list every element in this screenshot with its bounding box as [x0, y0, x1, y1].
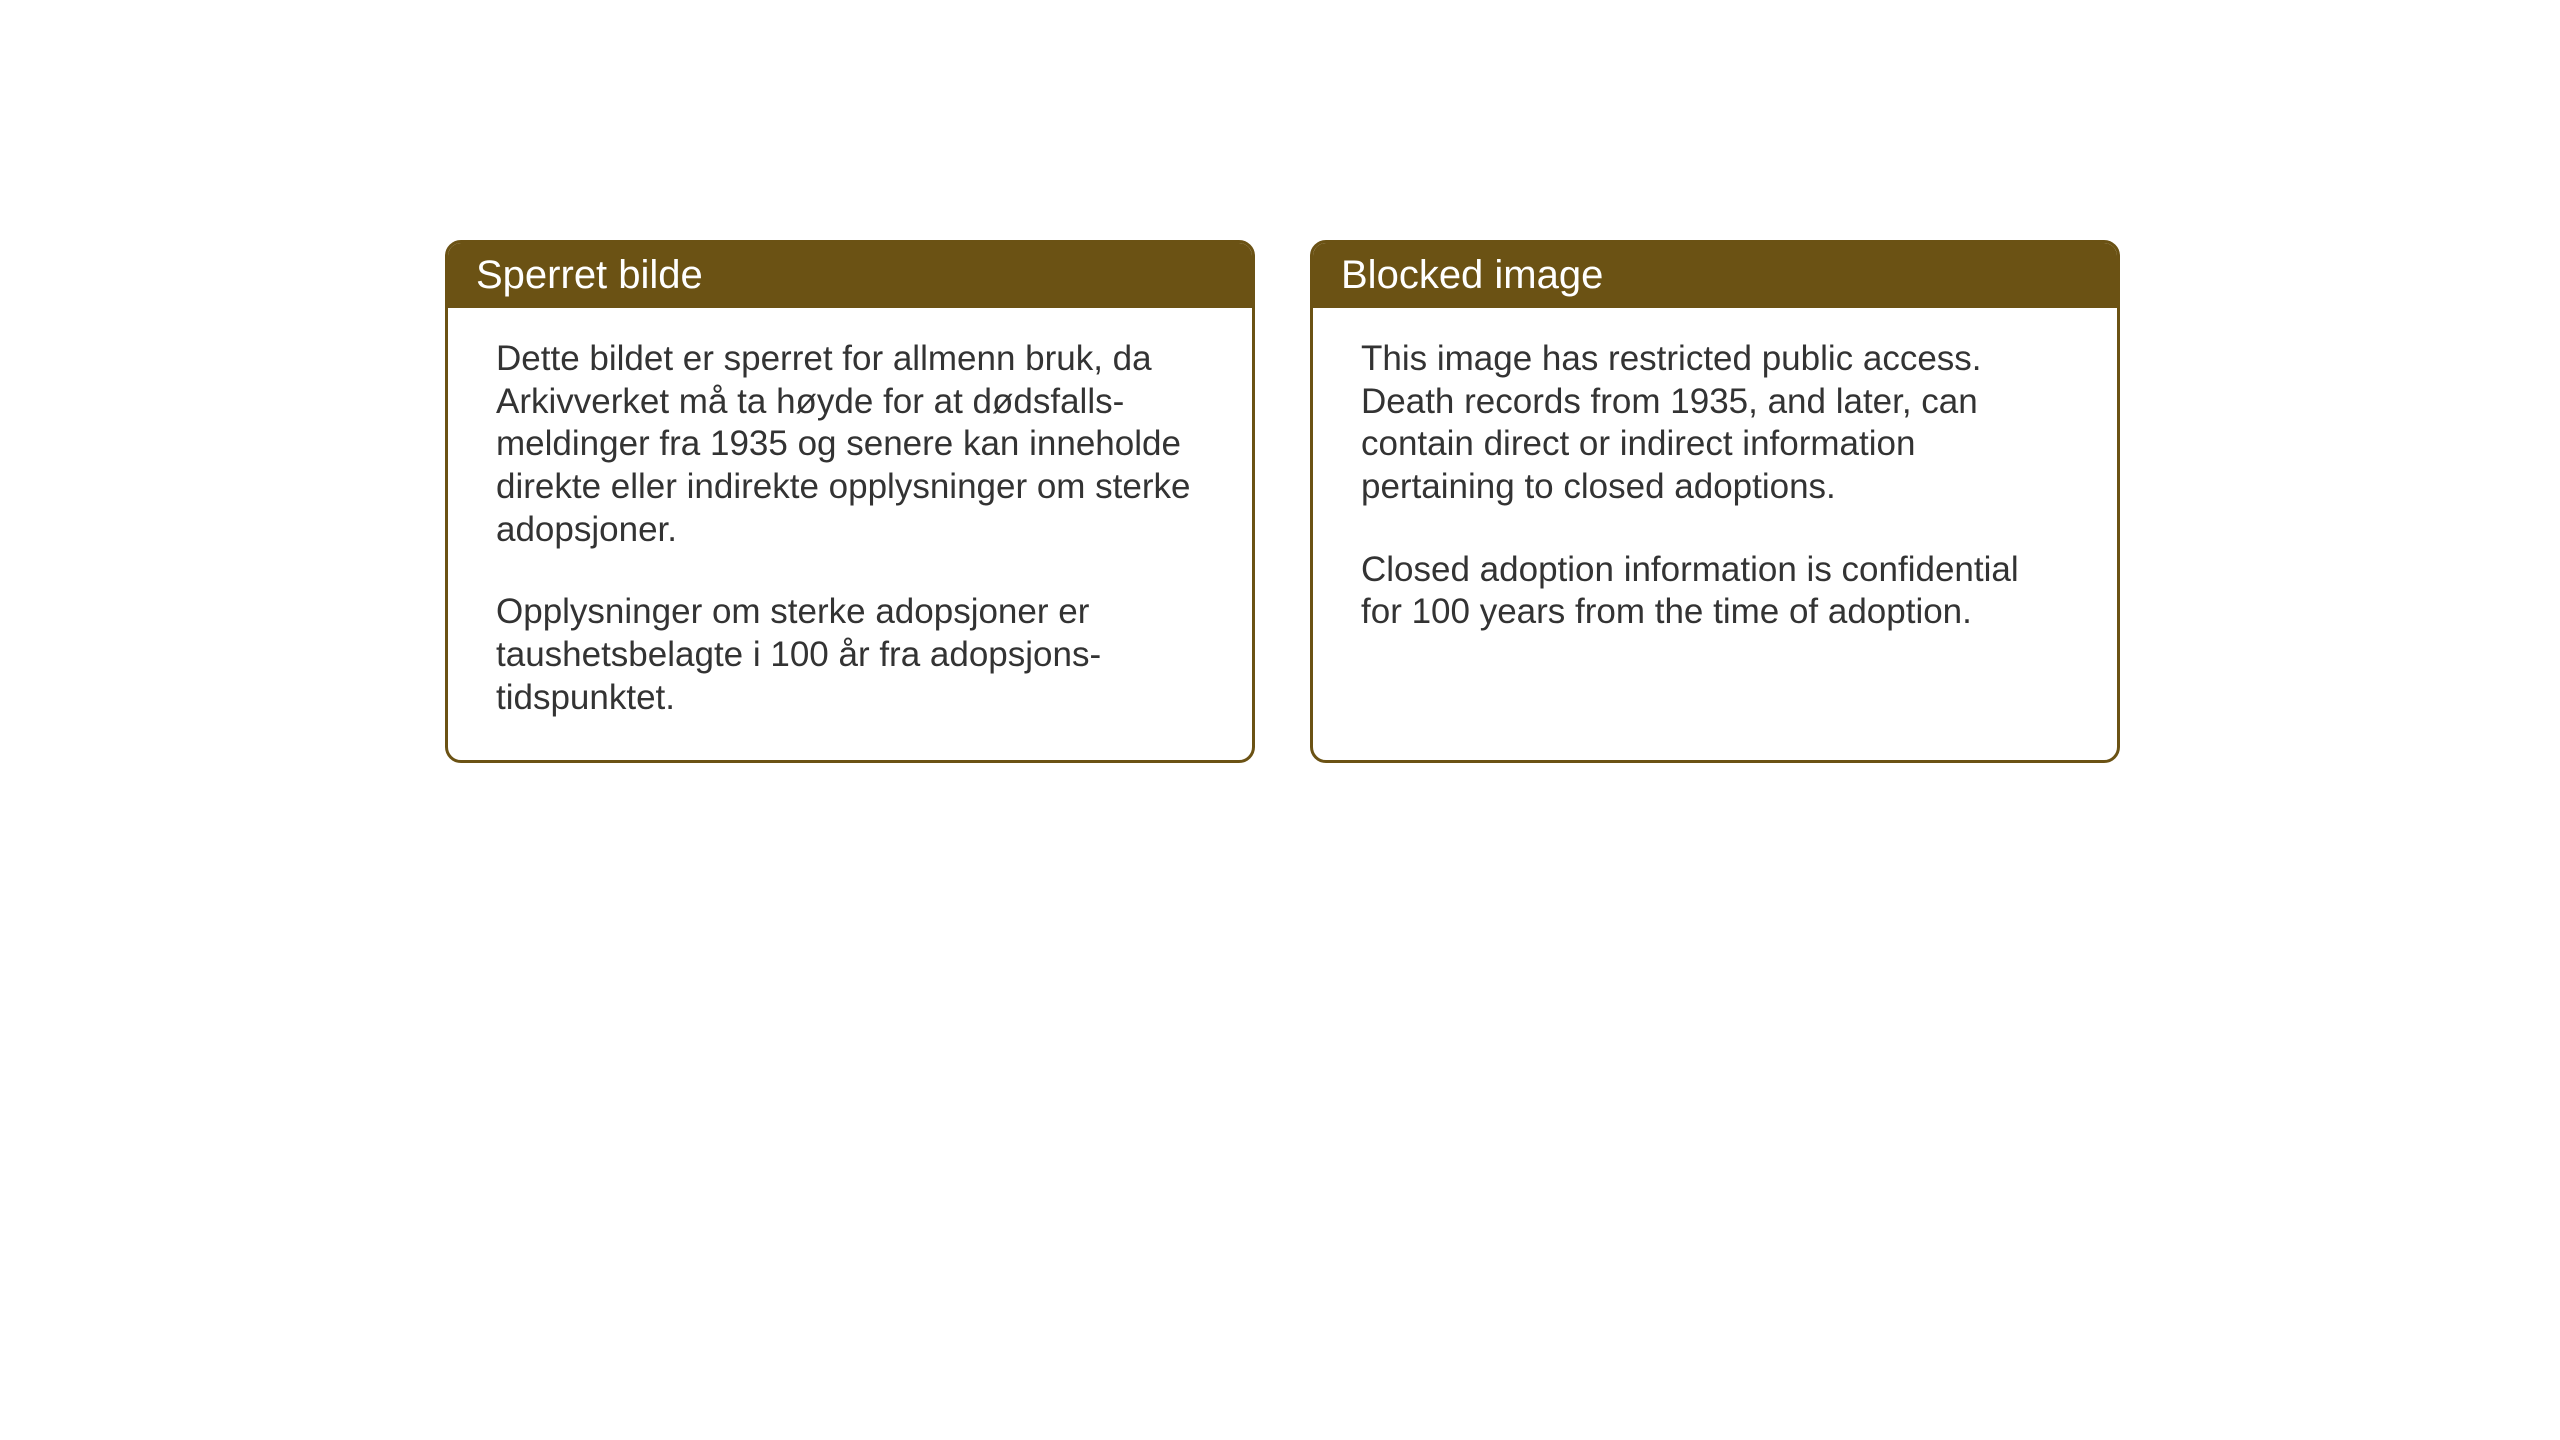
notice-card-norwegian: Sperret bilde Dette bildet er sperret fo…	[445, 240, 1255, 763]
notice-paragraph-2-english: Closed adoption information is confident…	[1361, 549, 2069, 634]
notice-paragraph-1-english: This image has restricted public access.…	[1361, 338, 2069, 509]
notice-header-norwegian: Sperret bilde	[448, 243, 1252, 308]
notice-paragraph-1-norwegian: Dette bildet er sperret for allmenn bruk…	[496, 338, 1204, 551]
notice-body-norwegian: Dette bildet er sperret for allmenn bruk…	[448, 308, 1252, 760]
notice-title-norwegian: Sperret bilde	[476, 253, 703, 297]
notice-card-english: Blocked image This image has restricted …	[1310, 240, 2120, 763]
notice-body-english: This image has restricted public access.…	[1313, 308, 2117, 674]
notice-paragraph-2-norwegian: Opplysninger om sterke adopsjoner er tau…	[496, 591, 1204, 719]
notice-header-english: Blocked image	[1313, 243, 2117, 308]
notice-container: Sperret bilde Dette bildet er sperret fo…	[445, 240, 2120, 763]
notice-title-english: Blocked image	[1341, 253, 1603, 297]
